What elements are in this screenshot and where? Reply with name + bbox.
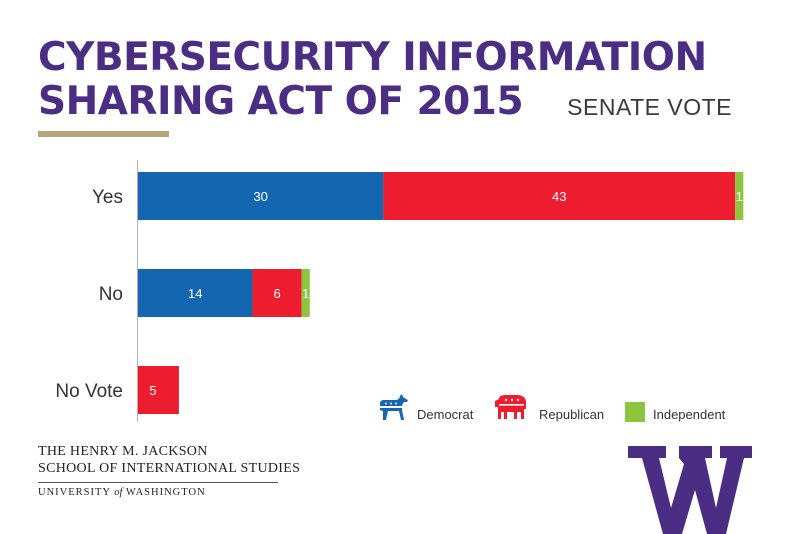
chart-subtitle: SENATE VOTE bbox=[567, 94, 732, 120]
bar-yes-independent bbox=[735, 172, 744, 220]
footer-washington: WASHINGTON bbox=[125, 487, 206, 498]
title-line-1: CYBERSECURITY INFORMATION bbox=[38, 35, 707, 80]
bars-group: 30 43 1 14 6 1 5 bbox=[138, 172, 744, 414]
data-label-no-republican: 6 bbox=[273, 286, 280, 301]
category-label-no-vote: No Vote bbox=[55, 381, 123, 402]
gold-divider bbox=[38, 131, 169, 137]
footer-of: of bbox=[114, 487, 123, 498]
category-label-yes: Yes bbox=[92, 187, 123, 208]
footer-line-3: UNIVERSITY of WASHINGTON bbox=[38, 487, 300, 498]
uw-w-logo bbox=[628, 446, 752, 534]
legend: Democrat Republican Independent bbox=[380, 394, 726, 422]
jackson-school-footer: THE HENRY M. JACKSON SCHOOL OF INTERNATI… bbox=[38, 443, 300, 498]
donkey-icon bbox=[380, 394, 408, 420]
independent-swatch-icon bbox=[625, 402, 645, 422]
bar-no-vote-democrat bbox=[138, 366, 179, 414]
legend-label-republican: Republican bbox=[539, 407, 604, 422]
footer-line-2: SCHOOL OF INTERNATIONAL STUDIES bbox=[38, 461, 301, 476]
footer-rule bbox=[38, 482, 278, 483]
data-label-no-independent: 1 bbox=[302, 286, 309, 301]
data-label-yes-independent: 1 bbox=[736, 189, 743, 204]
data-label-no-vote-democrat: 5 bbox=[149, 383, 156, 398]
bar-no-democrat bbox=[138, 269, 253, 317]
data-label-no-democrat: 14 bbox=[188, 286, 202, 301]
title-line-2: SHARING ACT OF 2015 bbox=[38, 79, 524, 124]
bar-no-republican bbox=[252, 269, 302, 317]
footer-line-1: THE HENRY M. JACKSON bbox=[38, 444, 208, 459]
category-label-no: No bbox=[99, 284, 123, 305]
data-label-yes-democrat: 30 bbox=[253, 189, 267, 204]
elephant-icon bbox=[495, 395, 526, 419]
bar-yes-democrat bbox=[138, 172, 384, 220]
footer-university: UNIVERSITY bbox=[38, 487, 111, 498]
bar-no-independent bbox=[301, 269, 310, 317]
legend-label-independent: Independent bbox=[653, 407, 726, 422]
category-labels: Yes No No Vote bbox=[55, 187, 123, 402]
chart-title: CYBERSECURITY INFORMATION SHARING ACT OF… bbox=[38, 36, 707, 124]
bar-yes-republican bbox=[383, 172, 736, 220]
legend-label-democrat: Democrat bbox=[417, 407, 474, 422]
data-label-yes-republican: 43 bbox=[552, 189, 566, 204]
